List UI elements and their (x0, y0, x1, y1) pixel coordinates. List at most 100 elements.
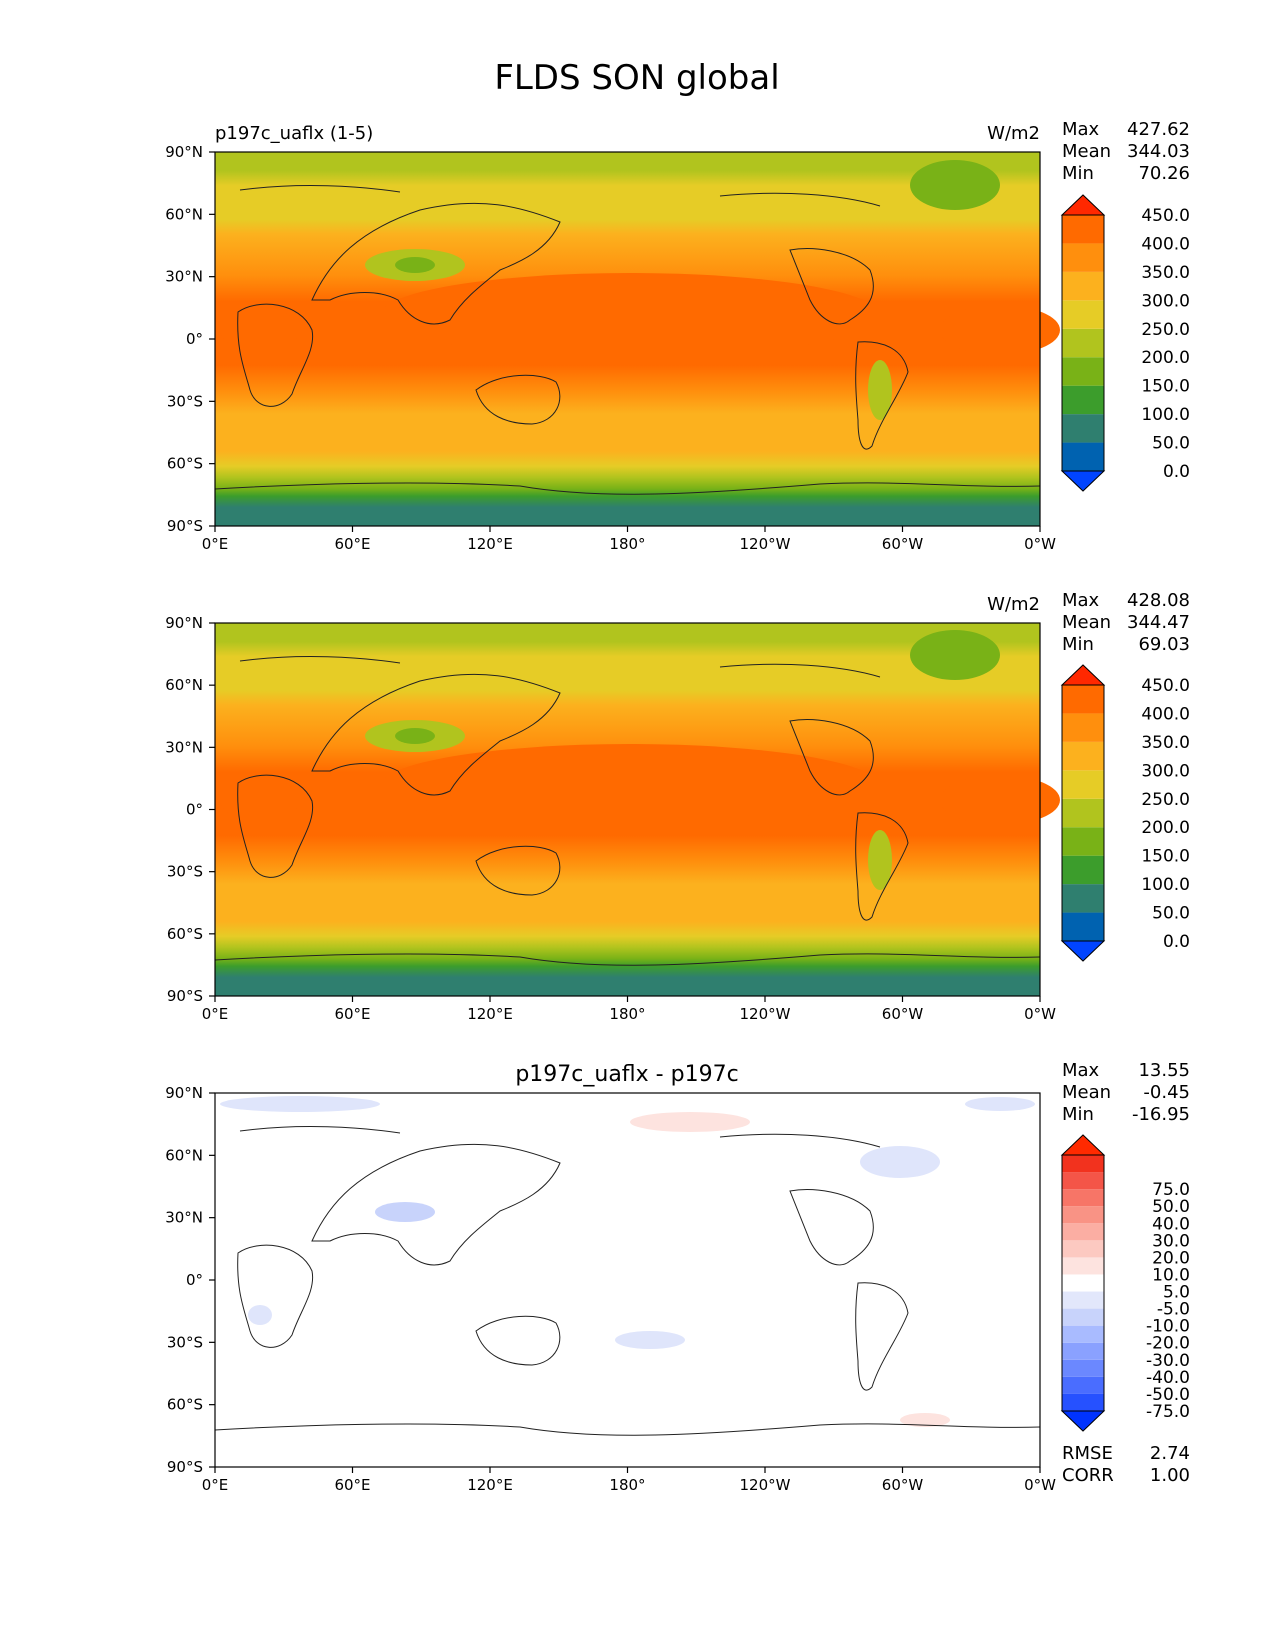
colorbar: -75.0-50.0-40.0-30.0-20.0-10.0-5.05.010.… (1060, 1134, 1190, 1432)
colorbar-swatch (1062, 1257, 1104, 1275)
x-tick-label: 60°W (882, 1005, 924, 1023)
colorbar-frame (1061, 214, 1105, 472)
colorbar-swatch (1062, 328, 1104, 358)
stat-value-max: 427.62 (1127, 119, 1190, 140)
x-tick-label: 180° (609, 535, 645, 553)
colorbar-tick-label: 50.0 (1152, 904, 1190, 924)
colorbar-swatch (1062, 912, 1104, 941)
x-tick-label: 0°W (1024, 1005, 1056, 1023)
panel-left-title: p197c_uaflx (1-5) (215, 123, 373, 144)
colorbar-tick-label: 250.0 (1141, 790, 1190, 810)
colorbar-tick-label: 400.0 (1141, 704, 1190, 724)
stat-value-min: 70.26 (1138, 163, 1190, 184)
colorbar-swatch (1062, 770, 1104, 799)
colorbar-tick-label: 250.0 (1141, 320, 1190, 340)
stat-value-rmse: 2.74 (1150, 1443, 1190, 1464)
colorbar-swatch (1062, 1223, 1104, 1241)
y-tick-label: 90°S (167, 987, 203, 1005)
colorbar-swatch (1062, 271, 1104, 301)
colorbar-swatch (1062, 215, 1104, 244)
y-tick-label: 30°S (167, 1333, 203, 1351)
y-tick-label: 90°N (165, 614, 203, 632)
y-tick-label: 60°N (165, 676, 203, 694)
colorbar-swatch (1062, 1308, 1104, 1326)
colorbar-swatch (1062, 1274, 1104, 1292)
x-tick-label: 120°W (740, 1005, 791, 1023)
y-tick-label: 60°N (165, 205, 203, 223)
colorbar-tick-label: 5.0 (1163, 1283, 1190, 1303)
colorbar-swatch (1062, 1342, 1104, 1360)
colorbar-swatch (1062, 741, 1104, 771)
y-tick-label: 90°N (165, 143, 203, 161)
colorbar: 0.0 50.0 100.0 150.0 200.0 250.0 300.0 350.0 400… (1060, 664, 1190, 962)
colorbar-swatch (1062, 1155, 1104, 1173)
coastline-outlines (214, 656, 1041, 966)
coastline-outlines (214, 185, 1041, 495)
colorbar-swatch (1062, 1325, 1104, 1343)
colorbar-swatch (1062, 357, 1104, 386)
colorbar-tick-label: 0.0 (1163, 932, 1190, 952)
x-tick-label: 0°W (1024, 1476, 1056, 1494)
colorbar-extend-high (1060, 194, 1106, 216)
stat-label-max: Max (1062, 590, 1100, 611)
colorbar-swatch (1062, 300, 1104, 329)
x-tick-label: 0°E (202, 1005, 229, 1023)
panel-units: W/m2 (987, 594, 1040, 615)
x-tick-label: 60°E (334, 1005, 370, 1023)
colorbar-tick-label: 400.0 (1141, 234, 1190, 254)
stats-block: Max 427.62 Mean 344.03 Min 70.26 (1062, 119, 1190, 184)
colorbar-tick-label: 300.0 (1141, 291, 1190, 311)
x-tick-label: 0°E (202, 535, 229, 553)
map-field (215, 152, 1060, 526)
x-tick-label: 0°W (1024, 535, 1056, 553)
stat-value-mean: -0.45 (1143, 1082, 1190, 1103)
extra-stats-block: RMSE 2.74 CORR 1.00 (1062, 1443, 1190, 1486)
panel-test: p197c_uaflx (1-5) W/m2 90°N 60°N 30°N 0° 30°… (165, 119, 1190, 553)
colorbar-tick-label: 200.0 (1141, 348, 1190, 368)
panel-reference: W/m2 90°N 60°N 30°N 0° 30°S 60°S 90°S 0°E 60°E 1… (165, 590, 1190, 1023)
y-tick-label: 60°S (167, 1396, 203, 1414)
stats-block: Max 13.55 Mean -0.45 Min -16.95 (1062, 1060, 1190, 1125)
x-tick-label: 120°W (740, 1476, 791, 1494)
colorbar-tick-label: 350.0 (1141, 733, 1190, 753)
colorbar-frame (1061, 684, 1105, 942)
stat-value-max: 13.55 (1138, 1060, 1190, 1081)
y-tick-label: 30°N (165, 738, 203, 756)
x-tick-label: 180° (609, 1476, 645, 1494)
colorbar-swatch (1062, 442, 1104, 471)
x-axis-ticks: 0°E 60°E 120°E 180° 120°W 60°W 0°W (202, 1467, 1056, 1494)
colorbar-frame (1061, 1154, 1105, 1412)
colorbar-tick-label: 450.0 (1141, 676, 1190, 696)
colorbar-tick-label: -10.0 (1146, 1317, 1190, 1337)
colorbar-swatch (1062, 1291, 1104, 1309)
x-tick-label: 60°E (334, 535, 370, 553)
y-tick-label: 0° (186, 330, 203, 348)
stat-label-min: Min (1062, 163, 1094, 184)
colorbar-swatch (1062, 827, 1104, 856)
x-tick-label: 60°E (334, 1476, 370, 1494)
colorbar-swatch (1062, 385, 1104, 415)
colorbar-tick-label: 50.0 (1152, 434, 1190, 454)
y-tick-label: 90°S (167, 517, 203, 535)
colorbar-tick-label: 0.0 (1163, 462, 1190, 482)
x-tick-label: 180° (609, 1005, 645, 1023)
map-field (215, 1093, 1040, 1467)
stat-label-mean: Mean (1062, 612, 1111, 633)
y-axis-ticks: 90°N 60°N 30°N 0° 30°S 60°S 90°S (165, 143, 215, 535)
stat-label-min: Min (1062, 1104, 1094, 1125)
colorbar-extend-high (1060, 664, 1106, 686)
y-tick-label: 30°N (165, 268, 203, 286)
panel-center-title: p197c_uaflx - p197c (515, 1062, 738, 1087)
colorbar-swatch (1062, 1376, 1104, 1394)
colorbar-extend-low (1060, 940, 1106, 962)
figure-title: FLDS SON global (494, 58, 779, 98)
colorbar-tick-label: 100.0 (1141, 875, 1190, 895)
colorbar-tick-label: -30.0 (1146, 1351, 1190, 1371)
colorbar-tick-label: 200.0 (1141, 818, 1190, 838)
colorbar-tick-label: 30.0 (1152, 1231, 1190, 1251)
panel-difference: p197c_uaflx - p197c 90°N 60°N 30°N 0° 30°S 60… (165, 1060, 1190, 1494)
colorbar-tick-label: -5.0 (1157, 1300, 1190, 1320)
colorbar-extend-high (1060, 1134, 1106, 1156)
stat-value-max: 428.08 (1127, 590, 1190, 611)
